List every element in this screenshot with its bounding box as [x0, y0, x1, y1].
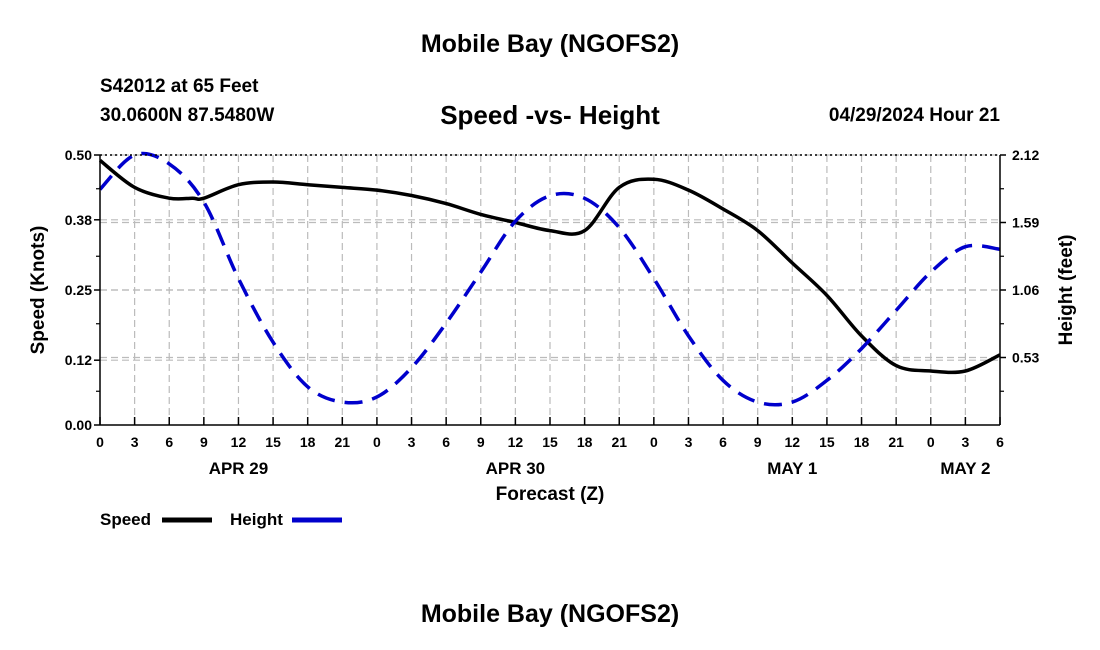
forecast-datetime: 04/29/2024 Hour 21 — [828, 105, 1000, 126]
tick-labels: 0 3 6 9 12 15 18 21 0 3 6 9 12 15 18 21 0 3 6 9 12 15 18 21 0 3 6 0… — [65, 147, 1040, 478]
page-title: Mobile Bay (NGOFS2) — [420, 30, 680, 58]
y2-tick-label: 1.59 — [1012, 215, 1039, 231]
y2-tick-label: 2.12 — [1012, 147, 1039, 163]
x-tick-label: 3 — [685, 434, 693, 450]
x-tick-label: 21 — [335, 434, 351, 450]
y2-tick-label: 0.53 — [1012, 350, 1039, 366]
date-label: MAY 1 — [767, 459, 817, 478]
x-tick-label: 15 — [819, 434, 835, 450]
y-tick-label: 0.50 — [65, 147, 92, 163]
x-tick-label: 12 — [785, 434, 801, 450]
y2-axis-title: Height (feet) — [1056, 235, 1077, 346]
x-tick-label: 12 — [508, 434, 524, 450]
x-tick-label: 6 — [165, 434, 173, 450]
x-tick-label: 3 — [131, 434, 139, 450]
series-line-speed — [98, 159, 1001, 375]
x-tick-label: 15 — [265, 434, 281, 450]
x-tick-label: 0 — [650, 434, 658, 450]
y-tick-label: 0.12 — [65, 352, 92, 368]
y-axis-title: Speed (Knots) — [28, 226, 49, 355]
x-axis-title: Forecast (Z) — [496, 484, 605, 505]
chart-title: Speed -vs- Height — [440, 100, 660, 130]
y2-tick-label: 1.06 — [1012, 282, 1039, 298]
station-label: S42012 at 65 Feet — [100, 76, 259, 97]
x-tick-label: 6 — [442, 434, 450, 450]
date-label: MAY 2 — [940, 459, 990, 478]
x-tick-label: 18 — [854, 434, 870, 450]
date-label: APR 30 — [486, 459, 546, 478]
coordinates-label: 30.0600N 87.5480W — [100, 105, 275, 126]
date-label: APR 29 — [209, 459, 269, 478]
grid-lines — [100, 154, 1000, 425]
x-tick-label: 21 — [611, 434, 627, 450]
series-line-height — [98, 151, 1001, 407]
x-tick-label: 3 — [961, 434, 969, 450]
x-tick-label: 15 — [542, 434, 558, 450]
legend-label-height: Height — [230, 510, 283, 529]
x-tick-label: 0 — [373, 434, 381, 450]
footer-title: Mobile Bay (NGOFS2) — [420, 600, 680, 628]
x-tick-label: 18 — [300, 434, 316, 450]
x-tick-label: 12 — [231, 434, 247, 450]
y-tick-label: 0.25 — [65, 282, 92, 298]
legend-label-speed: Speed — [100, 510, 151, 529]
y-tick-label: 0.00 — [65, 417, 92, 433]
x-tick-label: 9 — [477, 434, 485, 450]
x-tick-label: 0 — [96, 434, 104, 450]
legend: Speed Height — [100, 510, 342, 529]
y-tick-label: 0.38 — [65, 212, 92, 228]
x-tick-label: 0 — [927, 434, 935, 450]
x-tick-label: 18 — [577, 434, 593, 450]
axes — [94, 154, 1006, 426]
x-tick-label: 9 — [754, 434, 762, 450]
series-layer — [98, 151, 1001, 407]
x-tick-label: 21 — [888, 434, 904, 450]
x-tick-label: 6 — [996, 434, 1004, 450]
x-tick-label: 9 — [200, 434, 208, 450]
x-tick-label: 3 — [408, 434, 416, 450]
x-tick-label: 6 — [719, 434, 727, 450]
